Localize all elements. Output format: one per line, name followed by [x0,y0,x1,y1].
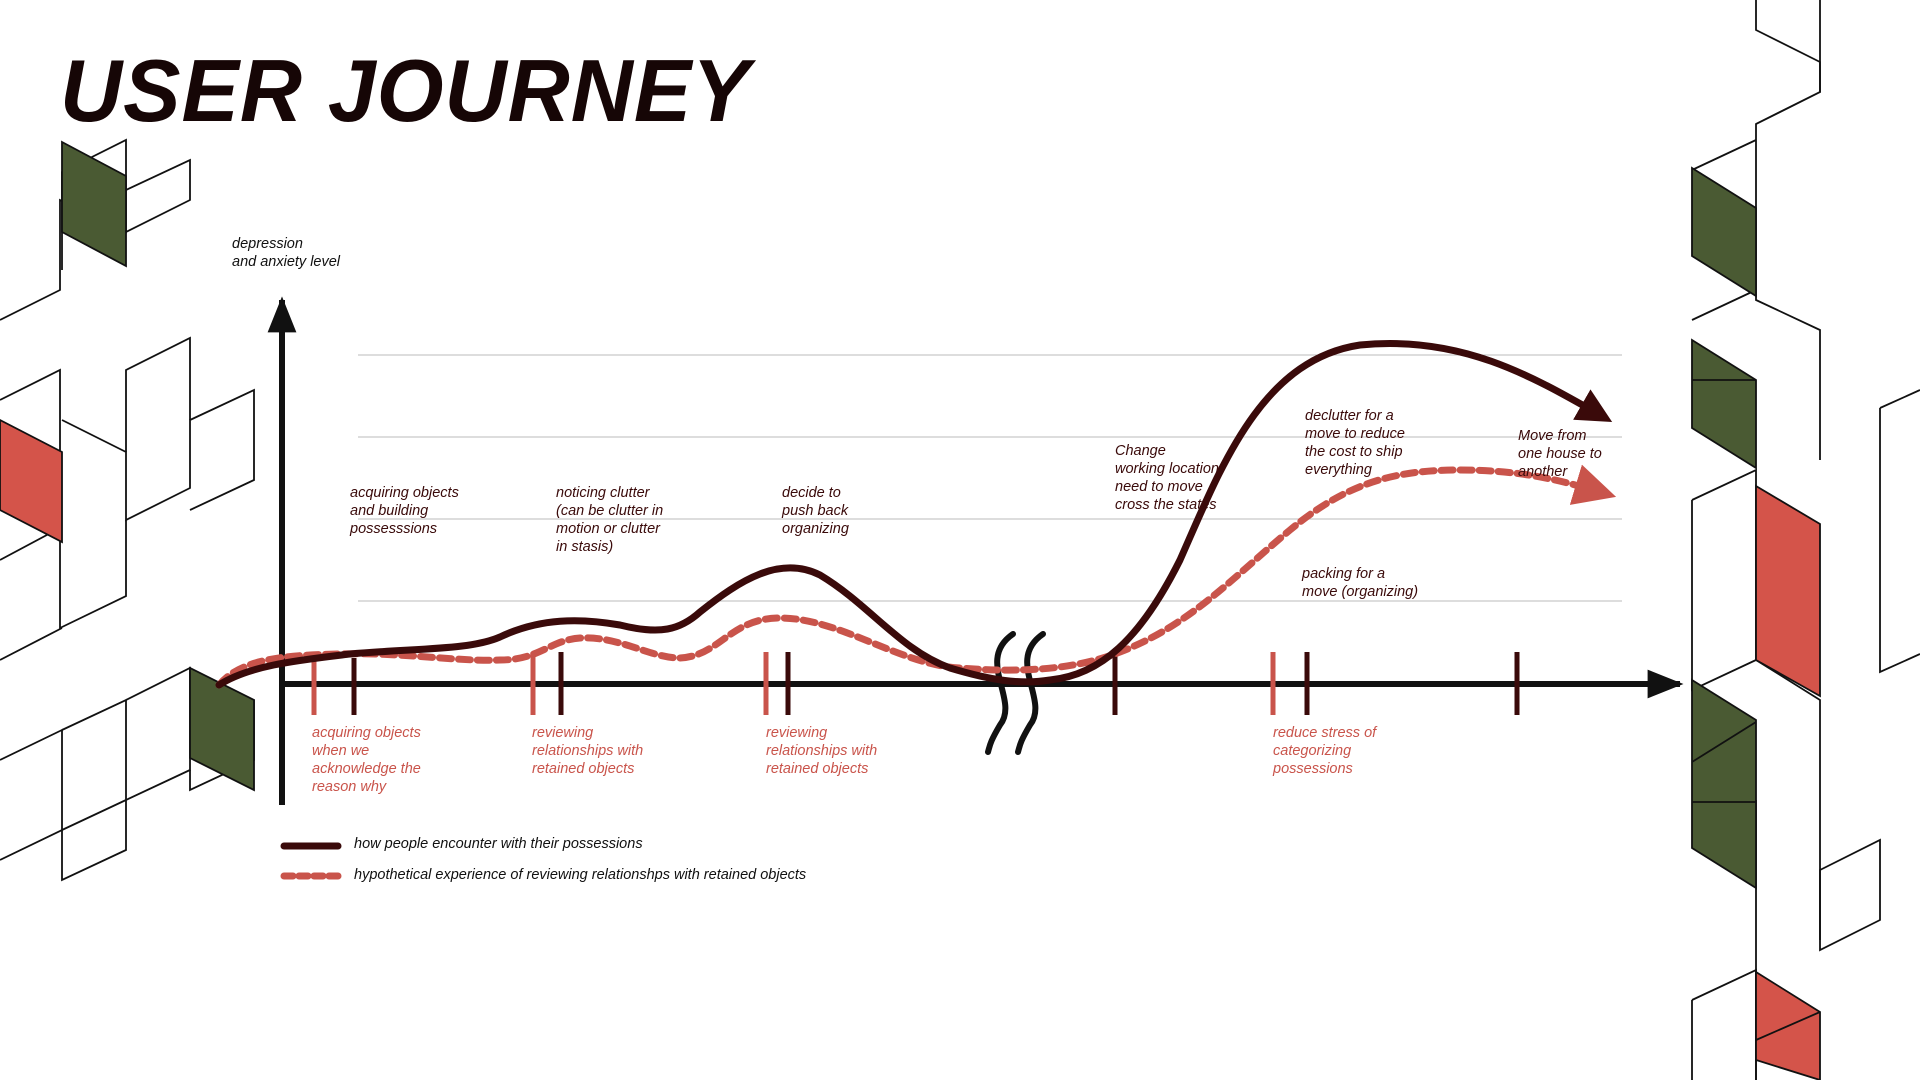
label-reviewing-relationships-1: reviewing relationships with retained ob… [532,725,647,777]
label-acquiring-acknowledge: acquiring objects when we acknowledge th… [312,725,425,795]
legend-label-solid: how people encounter with their possessi… [354,836,643,852]
y-axis-label: depression and anxiety level [232,236,341,270]
label-decide-to-push-back: decide to push back organizing [781,485,852,537]
label-move-house: Move from one house to another [1518,428,1606,480]
gridlines [358,354,1622,602]
legend-label-dashed: hypothetical experience of reviewing rel… [354,867,806,883]
axis-break-symbol [985,631,1046,755]
label-reviewing-relationships-2: reviewing relationships with retained ob… [766,725,881,777]
decorative-blocks-left [0,140,255,792]
label-reduce-stress: reduce stress of categorizing possession… [1272,725,1380,777]
page-title: USER JOURNEY [60,41,751,141]
label-declutter-for-move: declutter for a move to reduce the cost … [1305,408,1409,478]
decorative-blocks-right [1691,166,1821,1080]
label-packing-for-move: packing for a move (organizing) [1301,566,1418,600]
legend: how people encounter with their possessi… [280,836,806,883]
label-change-working-location: Change working location need to move cro… [1115,443,1223,513]
series-hypothetical-experience [215,464,1617,689]
timeline-ticks [311,652,1520,715]
label-acquiring-objects: acquiring objects and building possesssi… [349,485,463,537]
label-noticing-clutter: noticing clutter (can be clutter in moti… [556,485,667,555]
series-current-experience [215,339,1613,689]
